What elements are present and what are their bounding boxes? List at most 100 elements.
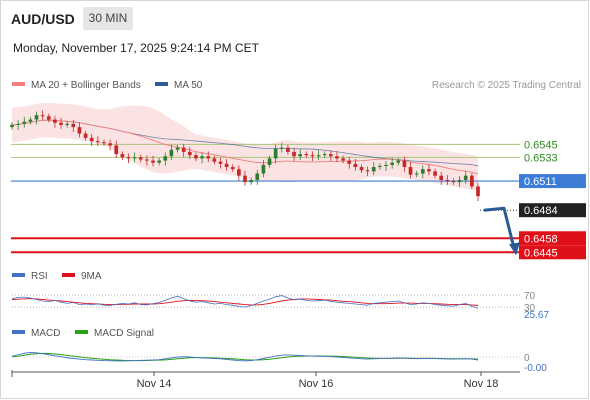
legend-ma20-label: MA 20 + Bollinger Bands	[31, 80, 141, 91]
candle-body	[53, 119, 57, 123]
candle-body	[396, 160, 401, 163]
level-label-pivot: 0.6511	[524, 176, 557, 188]
candle-body	[390, 162, 394, 165]
candle-body	[108, 143, 112, 146]
candle-body	[237, 169, 241, 176]
candle-body	[34, 115, 39, 120]
candle-body	[427, 169, 431, 172]
legend-rsi-label: RSI	[31, 271, 48, 282]
legend-macd-signal-label: MACD Signal	[94, 328, 155, 339]
candle-body	[40, 115, 45, 117]
candle-body	[414, 173, 419, 175]
candle-body	[445, 179, 450, 182]
candle-body	[359, 167, 364, 171]
candle-body	[286, 147, 290, 152]
candle-body	[329, 154, 333, 157]
level-label-support-box	[519, 245, 586, 260]
legend-rsi-ma-swatch	[62, 273, 75, 278]
candle-body	[292, 151, 296, 157]
candle-body	[163, 156, 168, 161]
candle-body	[157, 160, 161, 163]
candle-body	[335, 156, 339, 159]
candle-body	[145, 159, 149, 161]
candle-body	[371, 167, 376, 172]
forecast-arrow-head	[509, 242, 520, 256]
legend-macd: MACD	[12, 328, 60, 339]
ma20-line	[11, 119, 479, 175]
candle-body	[218, 161, 223, 164]
candle-body	[255, 173, 260, 180]
candle-body	[102, 142, 106, 144]
level-label-support: 0.6458	[524, 233, 558, 245]
candle-body	[420, 169, 425, 174]
candle-body	[304, 154, 309, 156]
candle-body	[96, 141, 100, 143]
candle-body	[433, 171, 437, 176]
legend-macd-swatch	[12, 330, 25, 335]
macd-line	[11, 352, 479, 362]
candle-body	[298, 154, 303, 157]
candle-body	[347, 160, 352, 164]
candle-body	[28, 119, 33, 122]
macd-zero-label: 0	[524, 353, 530, 364]
legend-rsi-ma-label: 9MA	[81, 271, 102, 282]
interval-badge[interactable]: 30 MIN	[83, 7, 133, 30]
legend-macd-signal: MACD Signal	[75, 328, 154, 339]
candle-body	[89, 137, 94, 142]
symbol-title: AUD/USD	[11, 11, 75, 27]
candle-body	[65, 123, 70, 125]
candle-body	[230, 167, 235, 170]
candle-body	[120, 154, 125, 158]
candle-body	[46, 116, 51, 120]
time-axis-label: Nov 14	[137, 378, 172, 390]
candle-body	[59, 122, 63, 125]
candle-body	[22, 121, 27, 124]
legend-macd-signal-swatch	[75, 330, 88, 335]
candle-body	[243, 175, 247, 183]
candle-body	[451, 181, 456, 183]
level-label-resistance: 0.6545	[524, 139, 558, 151]
legend-macd-label: MACD	[31, 328, 61, 339]
candle-body	[194, 155, 198, 159]
candle-body	[408, 167, 413, 175]
rsi-level-label: 30	[524, 303, 536, 314]
candle-body	[267, 158, 272, 165]
candle-body	[279, 147, 284, 149]
legend-ma50: MA 50	[155, 80, 202, 91]
candle-body	[384, 164, 388, 166]
legend-rsi-swatch	[12, 273, 25, 278]
candle-body	[224, 163, 229, 168]
legend-ma20-swatch	[12, 82, 25, 87]
candle-body	[187, 151, 192, 156]
candle-body	[71, 123, 76, 128]
level-label-pivot-box	[519, 174, 586, 189]
candle-body	[16, 123, 20, 125]
rsi-ma-line	[11, 298, 479, 306]
candle-body	[439, 175, 444, 180]
candle-body	[206, 156, 211, 159]
candle-body	[181, 147, 186, 152]
legend-rsi-ma: 9MA	[62, 271, 102, 282]
candle-body	[151, 160, 155, 163]
chart-datetime: Monday, November 17, 2025 9:24:14 PM CET	[13, 41, 259, 55]
candle-body	[353, 163, 358, 168]
level-label-last-box	[519, 203, 586, 218]
candle-body	[200, 156, 204, 159]
candle-body	[470, 175, 474, 187]
candle-body	[365, 170, 370, 172]
rsi-last-value: 25.67	[524, 310, 549, 321]
candle-body	[77, 127, 82, 134]
candle-body	[114, 145, 119, 155]
candle-body	[316, 155, 321, 157]
candle-body	[273, 148, 278, 159]
candle-body	[169, 149, 174, 157]
candle-body	[476, 186, 480, 197]
legend-ma50-label: MA 50	[174, 80, 203, 91]
legend-ma50-swatch	[155, 82, 168, 87]
research-credit: Research © 2025 Trading Central	[431, 80, 581, 91]
legend-rsi: RSI	[12, 271, 48, 282]
candle-body	[249, 179, 253, 183]
candle-body	[132, 157, 137, 159]
